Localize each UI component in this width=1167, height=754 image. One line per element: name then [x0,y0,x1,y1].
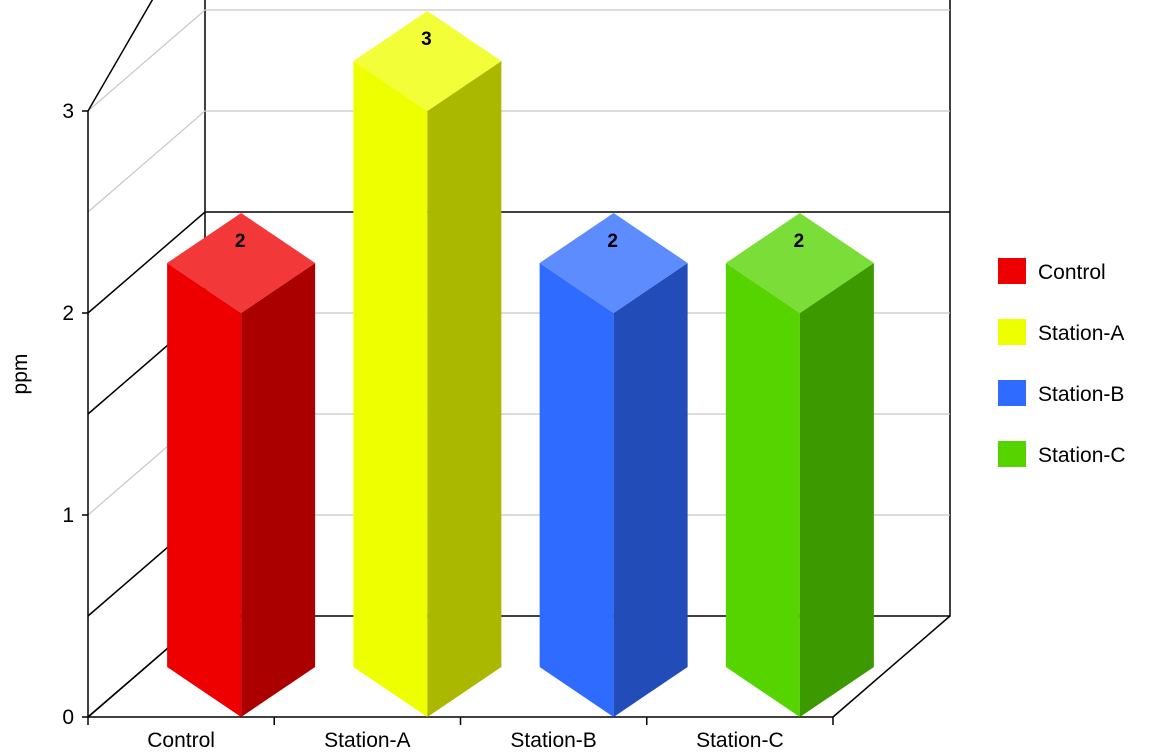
gridline [87,211,950,314]
x-tick-label: Control [147,729,215,752]
x-tick-label: Station-A [324,729,410,752]
bar-front-face [353,61,428,717]
y-tick-label: 2 [62,302,74,325]
bar-side-face [613,263,688,717]
bar-side-face [799,263,874,717]
bar-station-c: 2 [725,213,874,717]
y-tick-label: 3 [62,100,74,123]
legend-swatch [998,319,1026,345]
legend-entry: Station-A [998,319,1124,345]
bar-value-label: 2 [235,231,246,252]
bar-value-label: 2 [607,231,618,252]
bar-top-face [539,213,688,313]
legend-swatch [998,380,1026,406]
axes: 0 1 2 3 ppm Control Station-A Station-B Station-… [9,100,834,752]
legend-entry: Station-C [998,441,1126,467]
x-tick-label: Station-C [696,729,784,752]
bar-top-face [353,11,502,111]
legend-label: Station-A [1038,322,1124,345]
gridline [87,110,950,213]
bar-top-face [725,213,874,313]
bar-station-a: 3 [353,11,502,717]
bar-front-face [539,263,614,717]
bar-station-b: 2 [539,213,688,717]
bar-front-face [167,263,242,717]
legend-label: Control [1038,261,1106,284]
y-axis-title: ppm [9,354,32,395]
y-tick-label: 1 [62,504,74,527]
legend-label: Station-B [1038,383,1124,406]
bars: 2 3 2 2 [167,11,874,717]
gridline [87,9,950,112]
bar-front-face [725,263,800,717]
legend-swatch [998,441,1026,467]
legend-entry: Station-B [998,380,1124,406]
bar-value-label: 3 [421,29,432,50]
bar-value-label: 2 [794,231,805,252]
x-tick-label: Station-B [510,729,596,752]
legend: Control Station-A Station-B Station-C [998,258,1126,467]
bar-side-face [241,263,316,717]
bar-side-face [427,61,502,717]
side-wall-top-edge [87,0,154,112]
legend-entry: Control [998,258,1106,284]
legend-label: Station-C [1038,444,1126,467]
bar-control: 2 [167,213,316,717]
legend-swatch [998,258,1026,284]
bar-top-face [167,213,316,313]
y-tick-label: 0 [62,706,74,729]
